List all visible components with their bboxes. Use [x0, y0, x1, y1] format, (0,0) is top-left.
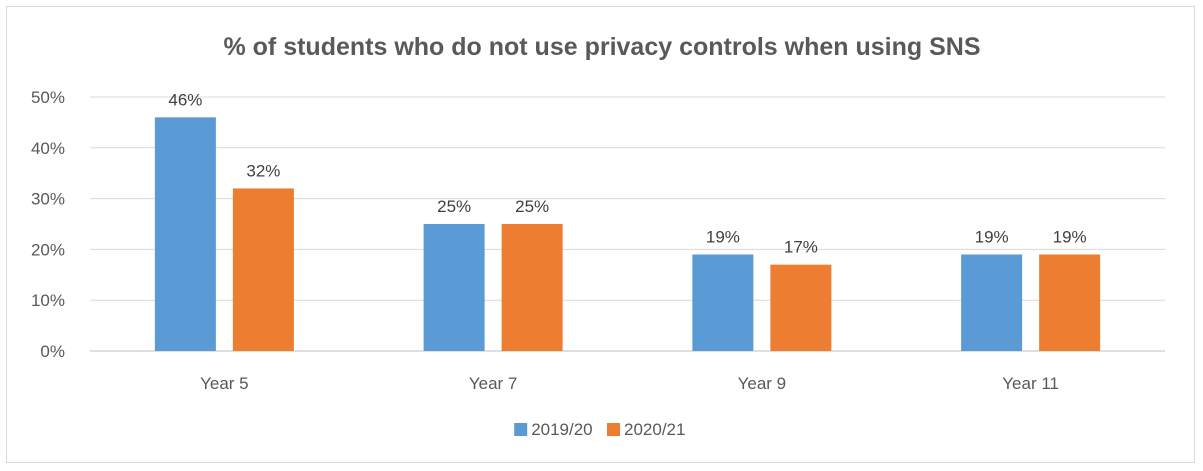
x-tick-label: Year 5 — [200, 374, 249, 393]
bar-2019-20-year-5 — [154, 117, 216, 351]
bar-2020-21-year-7 — [501, 224, 563, 351]
data-label: 46% — [168, 90, 202, 109]
data-label: 25% — [515, 197, 549, 216]
y-axis-ticks: 0% 10% 20% 30% 40% 50% — [31, 88, 65, 361]
y-tick-label: 50% — [31, 88, 65, 107]
x-tick-label: Year 7 — [469, 374, 518, 393]
data-label: 32% — [246, 161, 280, 180]
y-tick-label: 30% — [31, 190, 65, 209]
data-label: 19% — [1053, 227, 1087, 246]
data-labels: 46% 32% 25% 25% 19% 17% 19% 19% — [168, 90, 1086, 256]
data-label: 19% — [975, 227, 1009, 246]
y-tick-label: 0% — [40, 342, 65, 361]
legend-swatch — [514, 423, 528, 436]
legend-label: 2019/20 — [531, 420, 592, 439]
bar-2019-20-year-9 — [692, 254, 754, 351]
data-label: 19% — [706, 227, 740, 246]
y-tick-label: 20% — [31, 240, 65, 259]
legend: 2019/20 2020/21 — [514, 420, 685, 439]
x-tick-label: Year 9 — [738, 374, 787, 393]
data-label: 17% — [784, 238, 818, 257]
bar-2019-20-year-11 — [961, 254, 1023, 351]
x-tick-label: Year 11 — [1002, 374, 1059, 393]
bar-2020-21-year-11 — [1039, 254, 1101, 351]
chart-title: % of students who do not use privacy con… — [223, 33, 980, 61]
bars — [154, 117, 1101, 351]
legend-label: 2020/21 — [624, 420, 685, 439]
bar-2020-21-year-5 — [232, 188, 294, 351]
bar-2019-20-year-7 — [423, 224, 485, 351]
y-tick-label: 10% — [31, 291, 65, 310]
legend-swatch — [607, 423, 620, 436]
bar-2020-21-year-9 — [770, 264, 832, 351]
data-label: 25% — [437, 197, 471, 216]
x-axis-ticks: Year 5 Year 7 Year 9 Year 11 — [200, 374, 1059, 393]
y-tick-label: 40% — [31, 139, 65, 158]
